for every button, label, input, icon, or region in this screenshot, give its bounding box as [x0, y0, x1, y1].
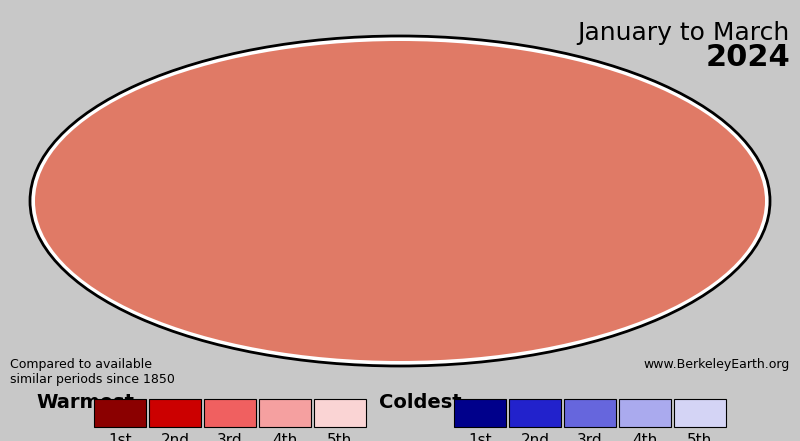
- Text: 5th: 5th: [327, 433, 353, 441]
- FancyBboxPatch shape: [509, 399, 561, 427]
- Text: www.BerkeleyEarth.org: www.BerkeleyEarth.org: [644, 358, 790, 371]
- Text: January to March: January to March: [578, 21, 790, 45]
- Text: 2024: 2024: [706, 43, 790, 72]
- FancyBboxPatch shape: [454, 399, 506, 427]
- FancyBboxPatch shape: [674, 399, 726, 427]
- Ellipse shape: [35, 41, 765, 361]
- FancyBboxPatch shape: [259, 399, 311, 427]
- Text: 5th: 5th: [687, 433, 713, 441]
- FancyBboxPatch shape: [94, 399, 146, 427]
- FancyBboxPatch shape: [314, 399, 366, 427]
- Text: Compared to available
similar periods since 1850: Compared to available similar periods si…: [10, 358, 175, 386]
- Text: Warmest: Warmest: [36, 393, 134, 412]
- Text: 1st: 1st: [468, 433, 492, 441]
- Ellipse shape: [30, 36, 770, 366]
- FancyBboxPatch shape: [564, 399, 616, 427]
- Text: Coldest: Coldest: [378, 393, 462, 412]
- Text: 3rd: 3rd: [577, 433, 603, 441]
- Text: 4th: 4th: [272, 433, 298, 441]
- FancyBboxPatch shape: [149, 399, 201, 427]
- FancyBboxPatch shape: [204, 399, 256, 427]
- Text: 2nd: 2nd: [521, 433, 550, 441]
- Text: 2nd: 2nd: [161, 433, 190, 441]
- Text: 4th: 4th: [632, 433, 658, 441]
- FancyBboxPatch shape: [619, 399, 671, 427]
- Text: 3rd: 3rd: [217, 433, 243, 441]
- Text: 1st: 1st: [108, 433, 132, 441]
